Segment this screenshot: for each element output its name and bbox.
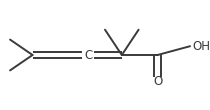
Text: OH: OH <box>192 40 210 53</box>
Text: C: C <box>84 49 92 61</box>
Text: O: O <box>153 75 162 88</box>
